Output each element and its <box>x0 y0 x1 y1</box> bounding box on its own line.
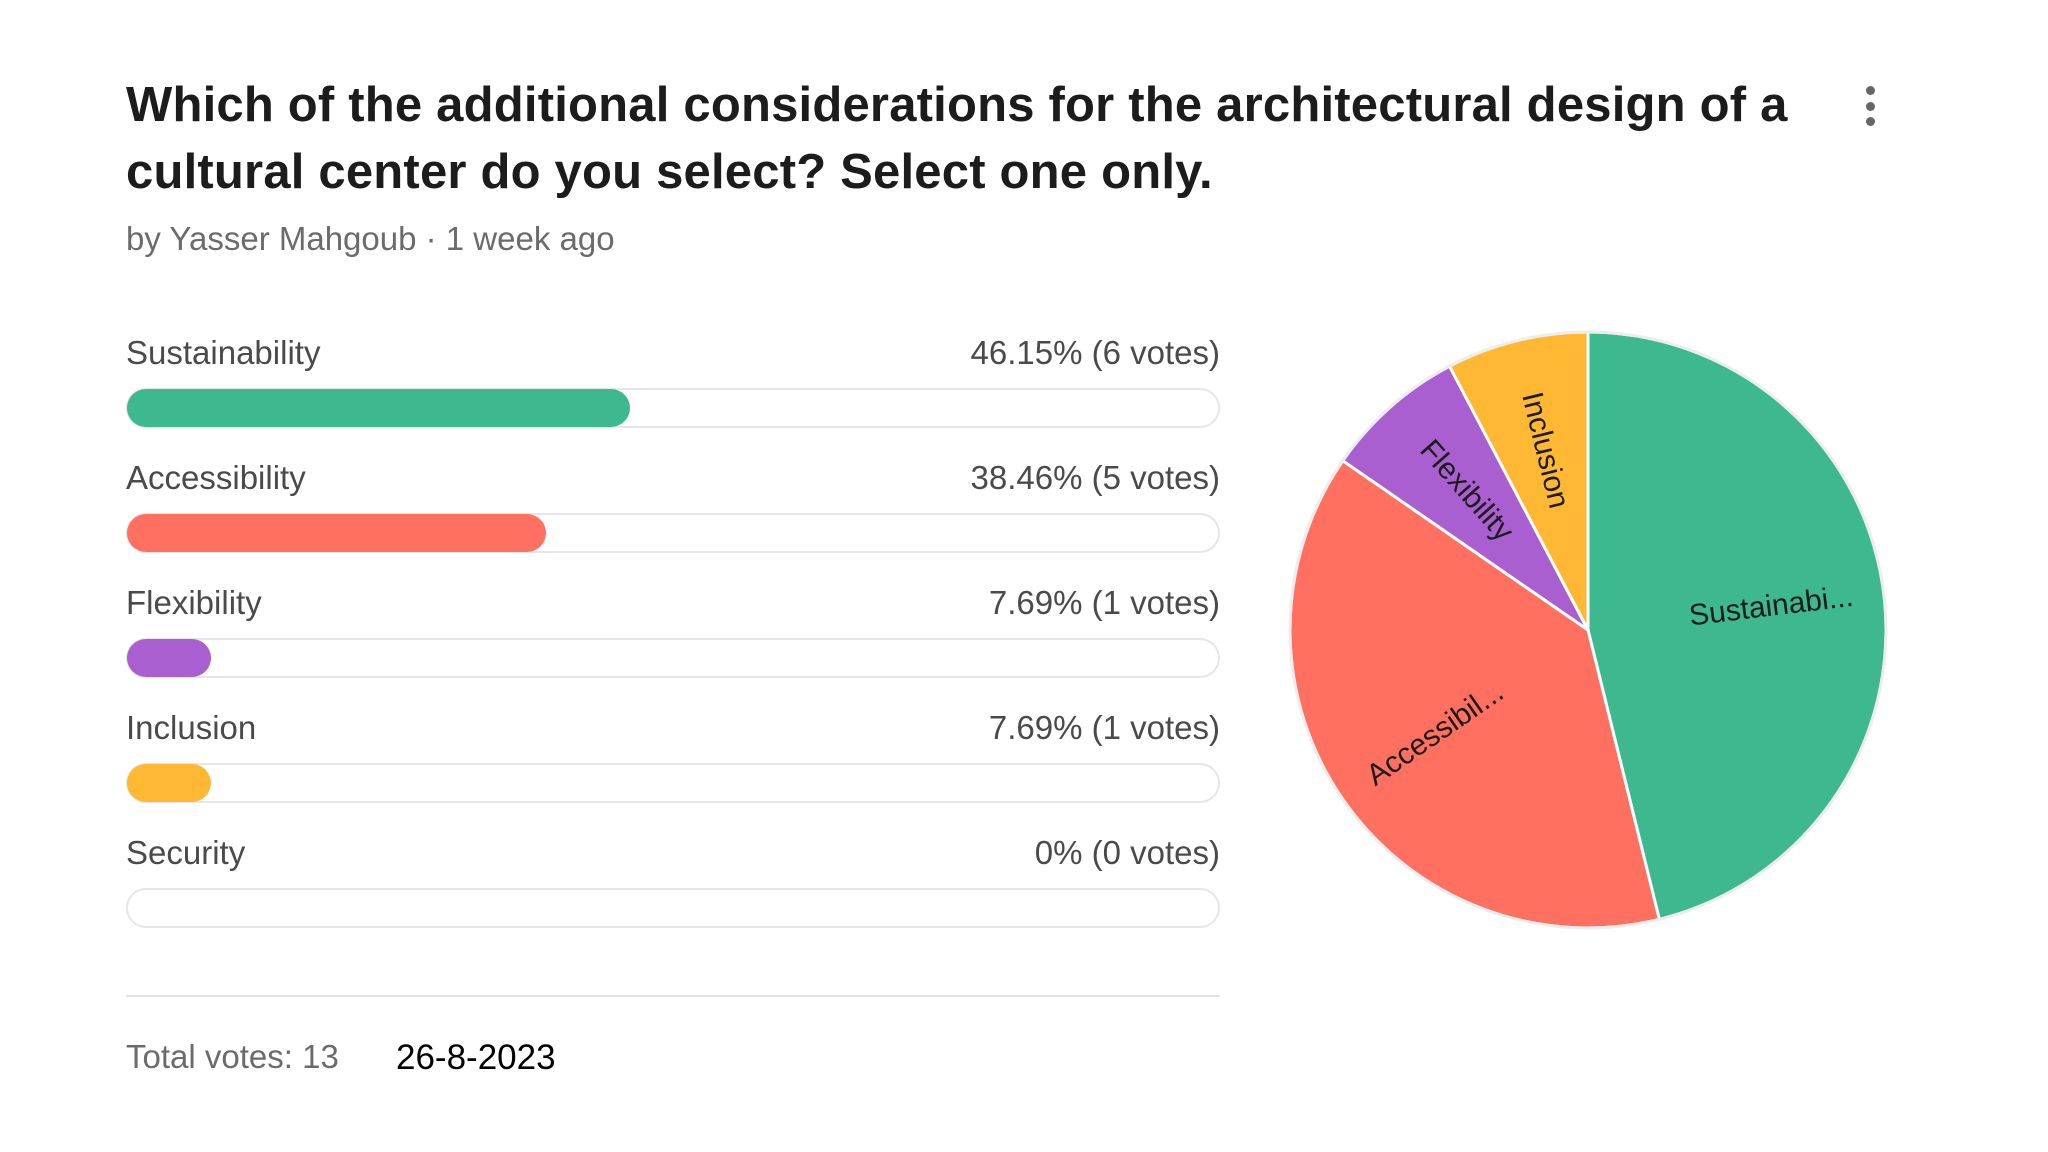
progress-track <box>126 638 1220 678</box>
option-result: 46.15% (6 votes) <box>970 334 1220 371</box>
poll-option-accessibility: Accessibility 38.46% (5 votes) <box>126 455 1220 580</box>
progress-track <box>126 388 1220 428</box>
poll-byline: by Yasser Mahgoub · 1 week ago <box>126 220 615 257</box>
poll-option-sustainability: Sustainability 46.15% (6 votes) <box>126 330 1220 455</box>
more-vertical-icon[interactable] <box>1858 86 1882 126</box>
progress-track <box>126 513 1220 553</box>
progress-track <box>126 763 1220 803</box>
poll-question: Which of the additional considerations f… <box>126 78 1788 199</box>
option-label: Inclusion <box>126 709 257 746</box>
divider <box>126 995 1220 997</box>
option-label: Accessibility <box>126 459 306 496</box>
option-label: Sustainability <box>126 334 321 371</box>
progress-fill <box>127 639 211 677</box>
progress-fill <box>127 764 211 802</box>
results-pie-chart: Sustainabi...Accessibil...FlexibilityInc… <box>1288 330 1888 930</box>
progress-fill <box>127 514 547 552</box>
poll-option-inclusion: Inclusion 7.69% (1 votes) <box>126 705 1220 830</box>
option-label: Security <box>126 834 246 871</box>
pie-outline <box>1288 330 1888 930</box>
option-result: 7.69% (1 votes) <box>988 709 1220 746</box>
progress-fill <box>127 389 631 427</box>
poll-date: 26-8-2023 <box>396 1038 556 1077</box>
total-votes: Total votes: 13 <box>126 1038 339 1075</box>
poll-options: Sustainability 46.15% (6 votes) Accessib… <box>126 330 1220 955</box>
option-result: 7.69% (1 votes) <box>988 584 1220 621</box>
poll-option-flexibility: Flexibility 7.69% (1 votes) <box>126 580 1220 705</box>
progress-track <box>126 888 1220 928</box>
option-label: Flexibility <box>126 584 262 621</box>
poll-option-security: Security 0% (0 votes) <box>126 830 1220 955</box>
option-result: 38.46% (5 votes) <box>970 459 1220 496</box>
option-result: 0% (0 votes) <box>1034 834 1220 871</box>
